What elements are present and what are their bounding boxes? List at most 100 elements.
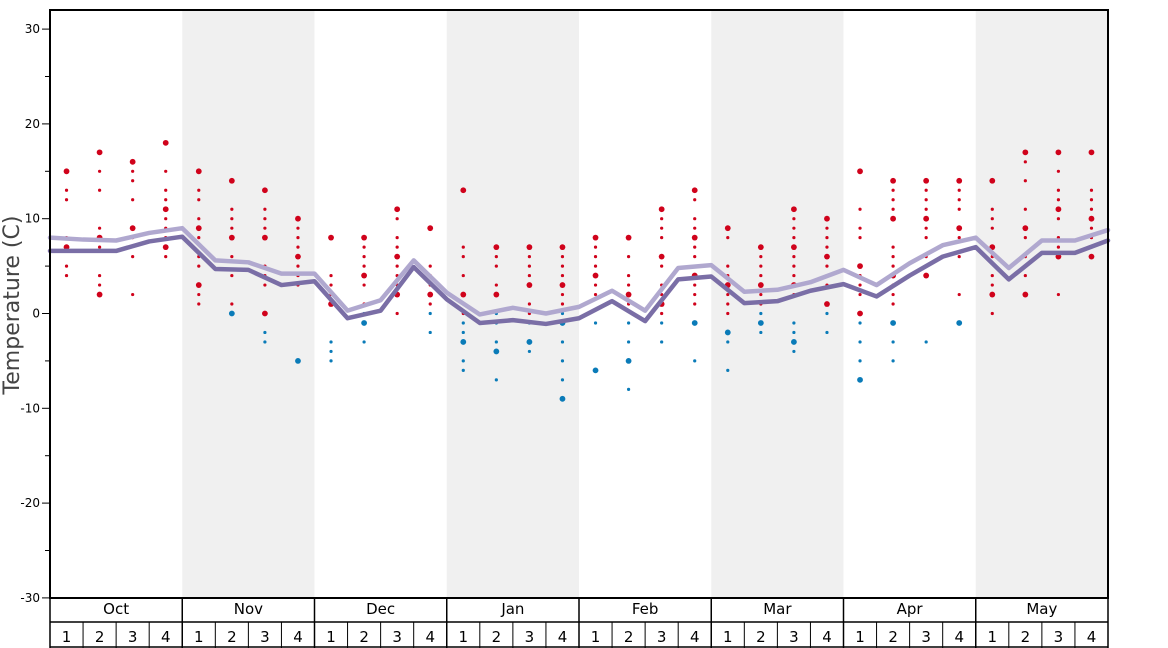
observation-dot — [428, 302, 432, 306]
observation-dot — [195, 282, 202, 288]
observation-dot — [660, 226, 664, 230]
observation-dot — [362, 264, 366, 268]
observation-dots — [63, 139, 1095, 402]
y-tick-label: 20 — [25, 117, 40, 131]
observation-dot — [759, 330, 763, 335]
observation-dot — [824, 253, 830, 260]
observation-dot — [824, 301, 830, 307]
week-label: 2 — [1021, 628, 1031, 646]
observation-dot — [428, 311, 432, 316]
observation-dot — [592, 234, 599, 241]
observation-dot — [164, 198, 168, 202]
week-label: 1 — [62, 628, 72, 646]
observation-dot — [923, 215, 930, 222]
observation-dot — [990, 273, 994, 278]
observation-dot — [262, 234, 268, 241]
observation-dot — [362, 283, 366, 287]
observation-dot — [858, 226, 862, 230]
y-tick-label: -30 — [20, 591, 40, 605]
observation-dot — [1089, 226, 1094, 230]
observation-dot — [924, 340, 928, 344]
observation-dot — [957, 292, 961, 297]
observation-dot — [757, 244, 764, 251]
observation-dot — [990, 283, 994, 287]
observation-dot — [792, 264, 796, 268]
observation-dot — [693, 217, 697, 221]
observation-dot — [759, 255, 763, 259]
observation-dot — [63, 168, 70, 175]
observation-dot — [891, 245, 895, 249]
observation-dot — [394, 206, 401, 213]
observation-dot — [164, 169, 168, 173]
observation-dot — [129, 158, 136, 165]
y-tick-label: 0 — [32, 307, 40, 321]
observation-dot — [825, 264, 829, 268]
observation-dot — [990, 226, 994, 230]
observation-dot — [957, 255, 961, 259]
observation-dot — [228, 177, 235, 184]
month-label-feb: Feb — [632, 600, 659, 618]
observation-dot — [693, 198, 697, 202]
observation-dot — [559, 395, 566, 402]
observation-dot — [593, 283, 598, 287]
observation-dot — [726, 292, 730, 297]
observation-dot — [164, 188, 168, 192]
observation-dot — [660, 264, 664, 268]
observation-dot — [427, 225, 434, 232]
observation-dot — [230, 207, 234, 211]
week-label: 4 — [822, 628, 832, 646]
observation-dot — [493, 244, 500, 251]
observation-dot — [660, 340, 664, 344]
observation-dot — [197, 217, 201, 221]
observation-dot — [131, 198, 135, 202]
month-band-nov — [182, 10, 315, 598]
observation-dot — [757, 282, 764, 288]
week-label: 2 — [359, 628, 369, 646]
observation-dot — [1089, 207, 1094, 211]
observation-dot — [957, 207, 961, 211]
observation-dot — [626, 255, 631, 259]
month-label-oct: Oct — [103, 600, 129, 618]
week-label: 2 — [624, 628, 634, 646]
observation-dot — [858, 236, 862, 240]
observation-dot — [230, 255, 234, 259]
observation-dot — [63, 244, 70, 251]
plot-frame — [49, 9, 1109, 599]
observation-dot — [197, 302, 201, 306]
week-label: 2 — [888, 628, 898, 646]
observation-dot — [526, 339, 533, 345]
observation-dot — [593, 264, 598, 268]
observation-dot — [527, 255, 532, 259]
observation-dot — [857, 168, 863, 175]
observation-dot — [131, 169, 135, 173]
observation-dot — [262, 187, 268, 194]
observation-dot — [295, 215, 301, 222]
month-label-apr: Apr — [897, 600, 924, 618]
observation-dot — [626, 387, 631, 391]
month-band-mar — [711, 10, 844, 598]
observation-dot — [263, 217, 267, 221]
observation-dot — [97, 226, 102, 230]
observation-dot — [858, 321, 862, 325]
observation-dot — [626, 340, 631, 344]
observation-dot — [97, 273, 102, 278]
observation-dot — [129, 225, 136, 232]
observation-dot — [1056, 169, 1061, 173]
observation-dot — [494, 283, 498, 287]
observation-dot — [96, 149, 103, 156]
observation-dot — [328, 234, 334, 241]
week-label: 3 — [392, 628, 402, 646]
observation-dot — [395, 236, 399, 240]
week-label: 3 — [789, 628, 799, 646]
observation-dot — [461, 359, 465, 363]
observation-dot — [164, 255, 168, 259]
observation-dot — [891, 292, 895, 297]
observation-dot — [560, 273, 565, 278]
observation-dot — [660, 321, 664, 325]
observation-dot — [64, 273, 69, 278]
observation-dot — [626, 273, 631, 278]
week-label: 2 — [95, 628, 105, 646]
observation-dot — [891, 302, 895, 306]
observation-dot — [890, 320, 896, 326]
observation-dot — [658, 206, 665, 213]
